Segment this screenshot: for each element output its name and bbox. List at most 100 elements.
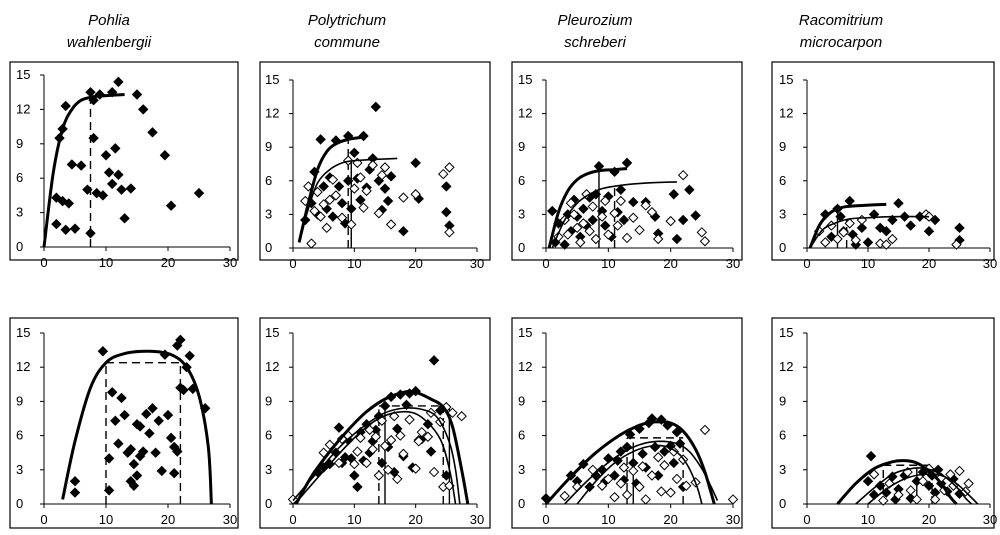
data-point-filled bbox=[349, 147, 360, 159]
data-point-filled bbox=[668, 189, 679, 200]
data-point-filled bbox=[615, 184, 627, 195]
species-title-line1: Racomitrium bbox=[798, 12, 884, 29]
data-point-filled bbox=[637, 448, 648, 460]
data-point-filled bbox=[134, 421, 146, 432]
fitted-curve-thin bbox=[294, 410, 457, 505]
data-point-filled bbox=[392, 423, 403, 434]
y-tick-label: 12 bbox=[265, 359, 279, 374]
data-point-open bbox=[677, 169, 689, 181]
data-point-open bbox=[954, 465, 965, 477]
data-point-open bbox=[844, 218, 855, 229]
species-title-line2: wahlenbergii bbox=[66, 34, 152, 51]
data-point-open bbox=[346, 219, 357, 230]
data-point-open bbox=[681, 480, 692, 491]
data-point-filled bbox=[66, 159, 78, 170]
data-point-open bbox=[575, 237, 586, 248]
species-title-racomitrium: Racomitrium microcarpon bbox=[756, 10, 926, 54]
data-point-open bbox=[587, 464, 598, 476]
data-point-open bbox=[838, 227, 849, 238]
data-point-filled bbox=[346, 203, 357, 215]
data-point-filled bbox=[128, 480, 140, 491]
data-point-open bbox=[438, 168, 449, 180]
data-point-open bbox=[361, 457, 372, 469]
data-point-open bbox=[324, 194, 336, 206]
data-point-filled bbox=[954, 222, 965, 234]
data-point-open bbox=[404, 414, 415, 425]
y-tick-label: 6 bbox=[518, 173, 525, 188]
data-point-filled bbox=[352, 481, 363, 493]
data-point-filled bbox=[624, 429, 636, 440]
data-point-filled bbox=[97, 190, 109, 201]
y-tick-label: 12 bbox=[265, 106, 279, 121]
x-tick-label: 20 bbox=[922, 512, 936, 527]
fitted-curve-thin bbox=[298, 157, 398, 243]
data-point-open bbox=[565, 197, 577, 209]
data-point-open bbox=[911, 494, 923, 505]
fitted-curve-thin bbox=[867, 473, 979, 505]
data-point-filled bbox=[125, 444, 137, 455]
data-point-filled bbox=[144, 428, 155, 439]
data-point-filled bbox=[382, 195, 394, 207]
x-tick-label: 0 bbox=[803, 512, 810, 527]
x-tick-label: 20 bbox=[161, 255, 175, 270]
data-point-open bbox=[444, 227, 455, 238]
data-point-open bbox=[379, 440, 391, 452]
data-point-filled bbox=[621, 157, 633, 169]
data-point-open bbox=[321, 222, 332, 234]
x-tick-label: 0 bbox=[289, 512, 296, 527]
x-tick-label: 0 bbox=[289, 256, 296, 271]
y-tick-label: 12 bbox=[16, 101, 30, 116]
y-tick-label: 0 bbox=[779, 240, 786, 255]
data-point-open bbox=[456, 411, 467, 422]
data-point-open bbox=[358, 202, 369, 213]
panel-frame bbox=[9, 61, 239, 261]
data-point-filled bbox=[668, 457, 679, 469]
x-tick-label: 30 bbox=[726, 512, 740, 527]
data-point-filled bbox=[75, 160, 87, 171]
data-point-open bbox=[309, 205, 320, 217]
data-point-open bbox=[385, 434, 397, 446]
data-point-filled bbox=[379, 400, 391, 412]
data-point-filled bbox=[923, 480, 935, 491]
data-point-filled bbox=[881, 225, 892, 237]
data-point-open bbox=[609, 208, 620, 219]
data-point-open bbox=[336, 212, 348, 223]
data-point-filled bbox=[60, 100, 71, 112]
chart-panel-6: 0 3 6 9 12 15 0 10 20 30 bbox=[259, 317, 491, 529]
data-point-filled bbox=[162, 409, 174, 421]
chart-panel-7: 0 3 6 9 12 15 0 10 20 30 bbox=[511, 317, 743, 529]
data-point-filled bbox=[106, 387, 118, 398]
y-tick-label: 3 bbox=[16, 462, 23, 477]
data-point-filled bbox=[125, 183, 137, 194]
x-tick-label: 0 bbox=[803, 256, 810, 271]
data-point-open bbox=[355, 432, 366, 444]
x-tick-label: 10 bbox=[861, 512, 875, 527]
data-point-filled bbox=[88, 132, 99, 144]
species-title-line1: Pohlia bbox=[88, 12, 130, 29]
y-tick-label: 9 bbox=[779, 139, 786, 154]
species-title-line2: microcarpon bbox=[799, 34, 883, 51]
data-point-open bbox=[596, 480, 608, 491]
data-point-open bbox=[612, 220, 623, 231]
data-point-filled bbox=[333, 181, 345, 192]
data-point-filled bbox=[85, 228, 96, 239]
data-point-open bbox=[315, 211, 326, 222]
y-tick-label: 12 bbox=[518, 359, 532, 374]
data-point-open bbox=[367, 159, 378, 171]
data-point-filled bbox=[147, 403, 158, 414]
data-point-filled bbox=[178, 384, 189, 396]
y-tick-label: 6 bbox=[16, 170, 23, 185]
y-tick-label: 3 bbox=[518, 206, 525, 221]
data-point-filled bbox=[150, 447, 161, 458]
data-point-open bbox=[646, 206, 658, 218]
data-point-open bbox=[422, 431, 434, 442]
data-point-filled bbox=[559, 239, 570, 250]
data-point-filled bbox=[60, 224, 71, 236]
data-point-filled bbox=[370, 101, 382, 113]
data-point-filled bbox=[141, 408, 152, 420]
data-point-open bbox=[659, 460, 670, 471]
data-point-filled bbox=[887, 214, 898, 226]
data-point-open bbox=[578, 218, 589, 229]
data-point-open bbox=[929, 494, 941, 505]
x-tick-label: 0 bbox=[40, 255, 47, 270]
